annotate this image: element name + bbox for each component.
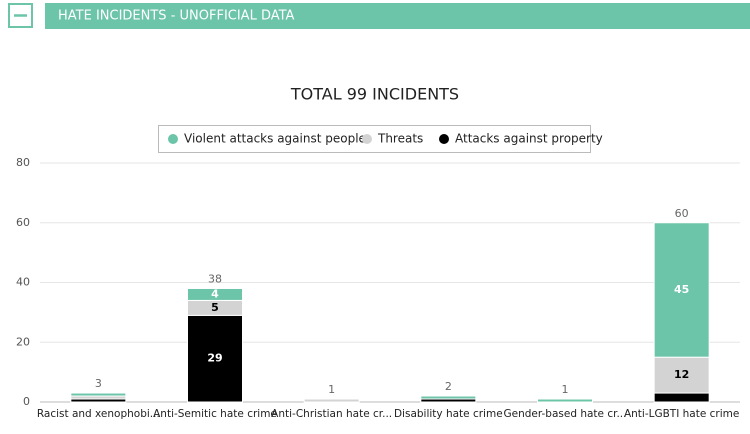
x-tick-label: Anti-LGBTI hate crime bbox=[624, 408, 739, 420]
header-title: HATE INCIDENTS - UNOFFICIAL DATA bbox=[58, 9, 295, 24]
legend-box bbox=[158, 125, 591, 153]
data-label: 29 bbox=[207, 352, 222, 365]
bar-segment bbox=[537, 398, 593, 403]
total-label: 1 bbox=[328, 383, 335, 396]
legend-marker bbox=[362, 134, 372, 144]
data-label: 12 bbox=[674, 368, 689, 381]
x-tick-label: Gender-based hate cr... bbox=[504, 408, 627, 420]
y-tick-label: 80 bbox=[16, 156, 30, 169]
y-tick-label: 60 bbox=[16, 216, 30, 229]
y-tick-label: 0 bbox=[23, 395, 30, 408]
bar-segment bbox=[187, 287, 243, 301]
bar-segment bbox=[653, 392, 710, 403]
chart-title: TOTAL 99 INCIDENTS bbox=[290, 85, 459, 104]
total-label: 2 bbox=[445, 380, 452, 393]
legend-marker bbox=[168, 134, 178, 144]
bar-segment bbox=[187, 314, 243, 403]
legend-label: Violent attacks against people bbox=[184, 132, 366, 146]
total-label: 38 bbox=[208, 272, 222, 285]
bar-segment bbox=[303, 398, 360, 403]
legend-label: Threats bbox=[377, 132, 423, 146]
x-tick-label: Disability hate crime bbox=[394, 408, 503, 420]
x-tick-label: Anti-Christian hate cr... bbox=[271, 408, 392, 420]
bar-segment bbox=[653, 356, 710, 394]
y-tick-label: 20 bbox=[16, 335, 30, 348]
y-tick-label: 40 bbox=[16, 276, 30, 289]
x-tick-label: Racist and xenophobi... bbox=[37, 408, 160, 420]
bar-segment bbox=[420, 395, 477, 400]
data-label: 4 bbox=[211, 287, 219, 300]
bar-segment bbox=[653, 222, 710, 358]
total-label: 1 bbox=[562, 383, 569, 396]
total-label: 60 bbox=[675, 207, 689, 220]
legend-marker bbox=[439, 134, 449, 144]
x-tick-label: Anti-Semitic hate crime bbox=[153, 408, 277, 420]
bar-segment bbox=[70, 392, 127, 397]
header-bar bbox=[45, 3, 750, 29]
data-label: 45 bbox=[674, 283, 689, 296]
legend-label: Attacks against property bbox=[455, 132, 603, 146]
data-label: 5 bbox=[211, 301, 219, 314]
total-label: 3 bbox=[95, 377, 102, 390]
